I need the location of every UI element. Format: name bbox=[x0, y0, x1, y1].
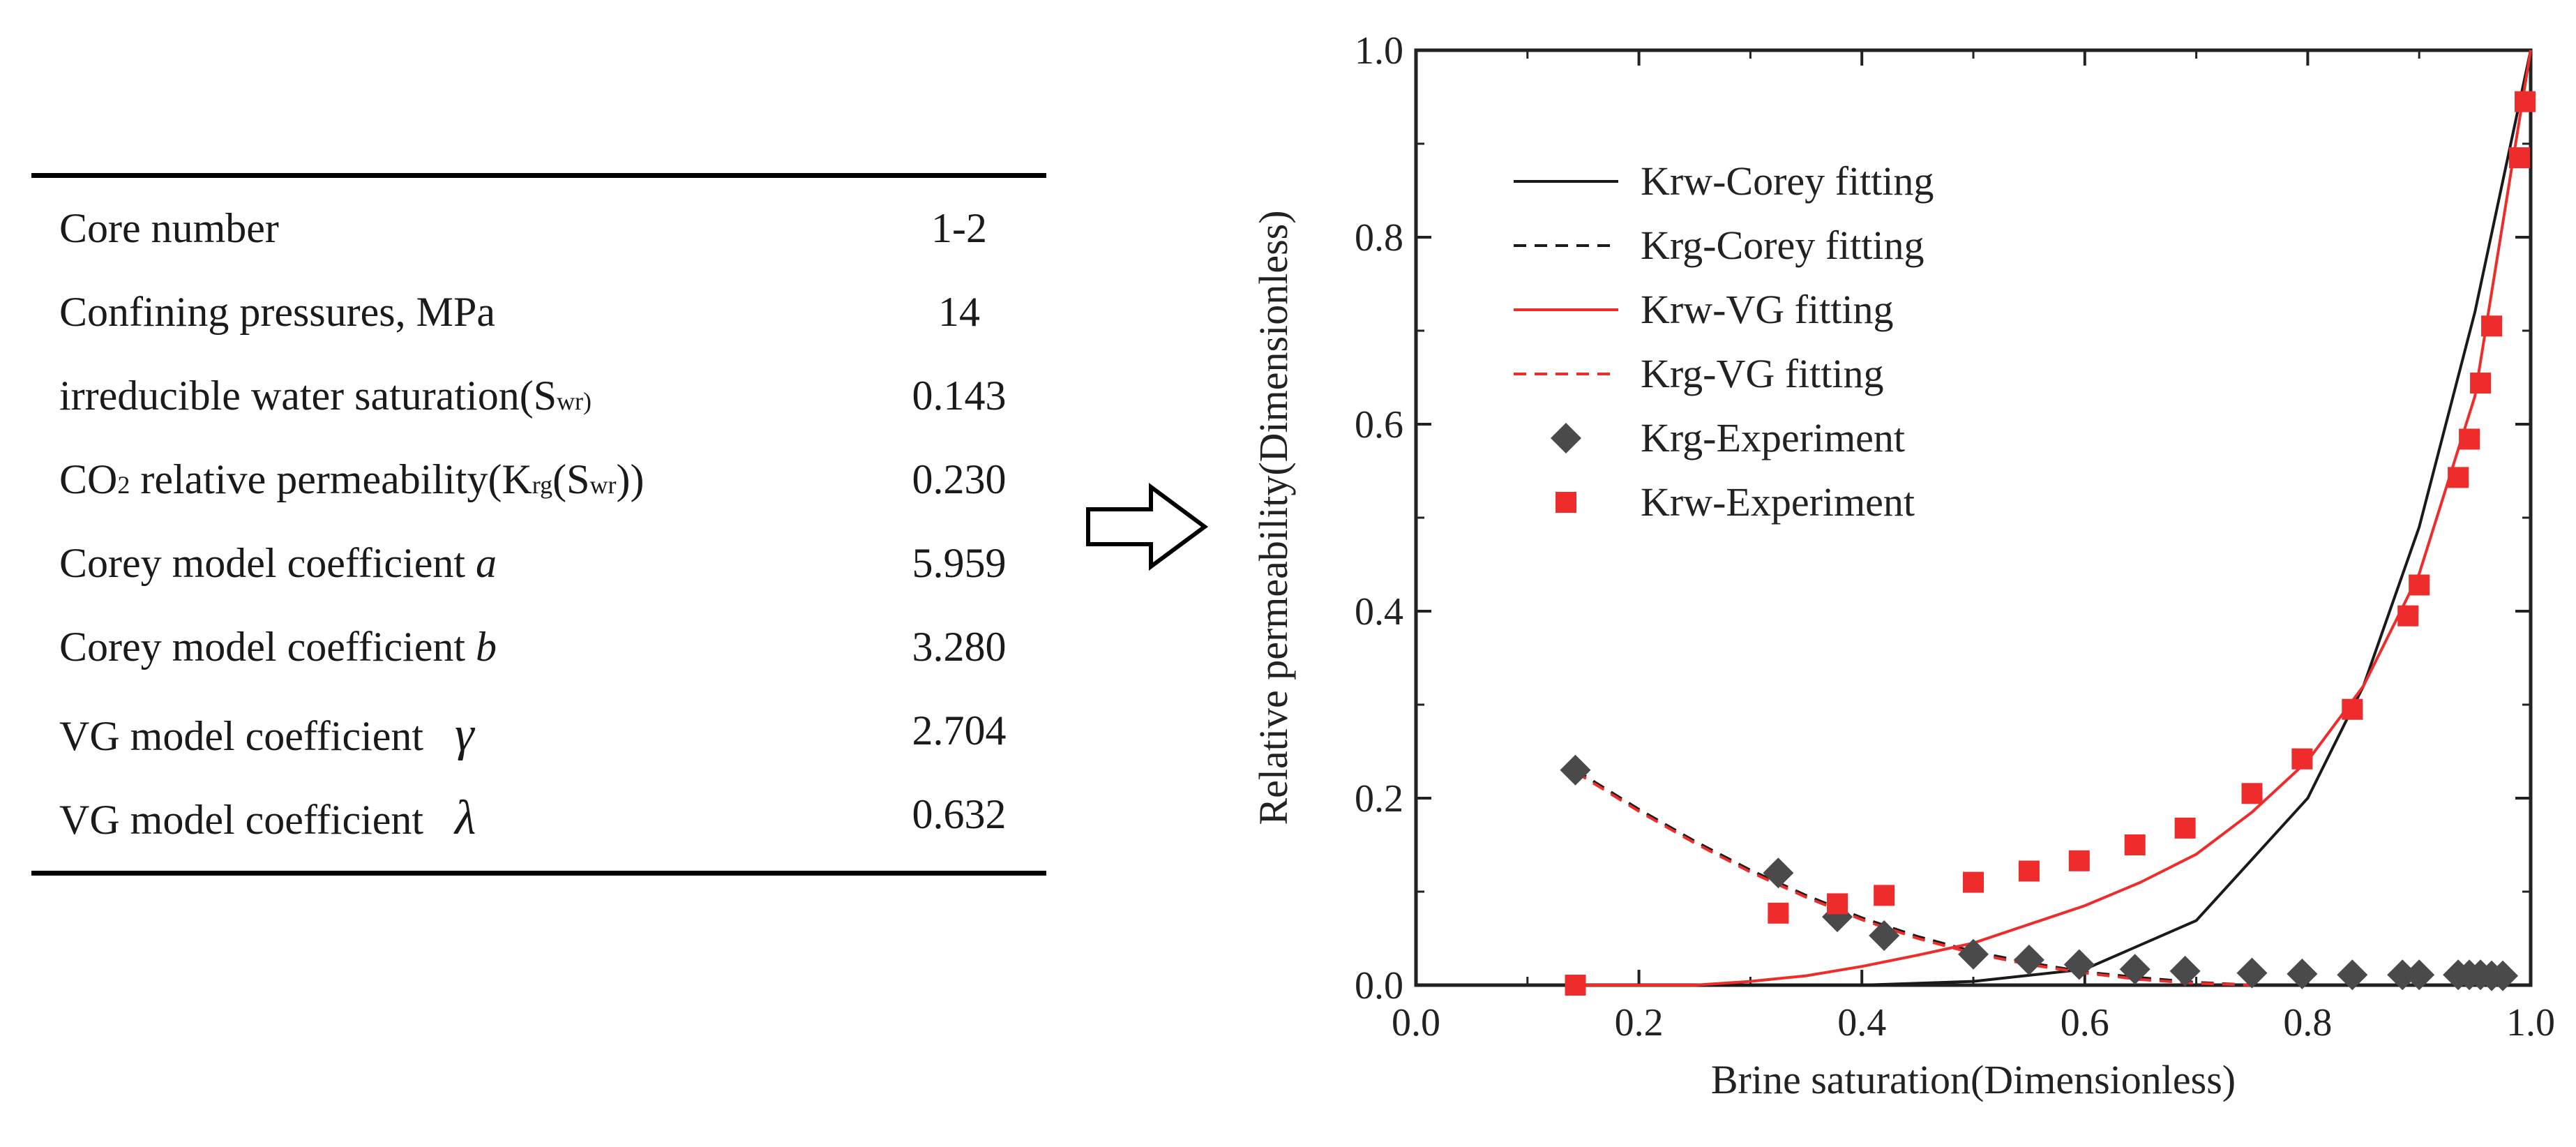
x-tick-label: 0.8 bbox=[2283, 1001, 2332, 1044]
krg-experiment-point bbox=[1958, 938, 1989, 970]
legend-label: Krw-Corey fitting bbox=[1641, 158, 1934, 204]
y-tick-label: 1.0 bbox=[1355, 29, 1403, 73]
krw-experiment-point bbox=[2068, 850, 2090, 871]
row-value: 1-2 bbox=[931, 205, 987, 251]
series-line-krw-corey bbox=[1575, 50, 2532, 987]
krg-experiment-point bbox=[2013, 944, 2044, 975]
krw-experiment-point bbox=[2018, 860, 2040, 882]
krg-experiment-point bbox=[2404, 959, 2435, 991]
y-axis-label: Relative permeability(Dimensionless) bbox=[1251, 210, 1296, 825]
krw-experiment-point bbox=[1963, 871, 1984, 893]
krg-experiment-point bbox=[2063, 949, 2095, 980]
row-label: irreducible water saturation(Swr) bbox=[59, 373, 592, 419]
y-tick-label: 0.8 bbox=[1355, 216, 1403, 260]
x-tick-label: 0.2 bbox=[1615, 1001, 1664, 1044]
legend-label: Krw-VG fitting bbox=[1641, 287, 1893, 332]
row-value: 2.704 bbox=[912, 707, 1007, 754]
table-top-rule bbox=[31, 173, 1046, 178]
x-tick-label: 0.6 bbox=[2061, 1001, 2109, 1044]
table-row: irreducible water saturation(Swr) 0.143 bbox=[59, 372, 1046, 456]
krw-experiment-point bbox=[2397, 605, 2419, 627]
row-value: 0.230 bbox=[912, 456, 1007, 502]
row-value: 3.280 bbox=[912, 624, 1007, 670]
table-row: VG model coefficient γ 2.704 bbox=[59, 707, 1046, 790]
krw-experiment-point bbox=[2124, 834, 2146, 855]
y-tick-label: 0.4 bbox=[1355, 590, 1403, 634]
x-tick-label: 0.4 bbox=[1837, 1001, 1886, 1044]
row-value: 0.143 bbox=[912, 373, 1007, 419]
krw-experiment-point bbox=[1565, 975, 1586, 996]
series-line-krg-vg bbox=[1574, 770, 2252, 987]
row-value: 14 bbox=[938, 289, 980, 335]
row-label: VG model coefficient γ bbox=[59, 707, 474, 761]
row-label: VG model coefficient λ bbox=[59, 791, 476, 845]
plot-frame bbox=[1414, 48, 2533, 987]
krg-experiment-point bbox=[2387, 959, 2418, 991]
table-row: Core number 1-2 bbox=[59, 204, 1046, 288]
krw-experiment-point bbox=[2174, 817, 2196, 839]
legend-label: Krw-Experiment bbox=[1641, 479, 1915, 525]
krw-experiment-point bbox=[2509, 147, 2531, 169]
y-tick-label: 0.0 bbox=[1355, 964, 1403, 1007]
table-bottom-rule bbox=[31, 871, 1046, 876]
x-tick-label: 0.0 bbox=[1392, 1001, 1440, 1044]
row-label: CO2 relative permeability(Krg(Swr)) bbox=[59, 456, 645, 502]
row-label: Confining pressures, MPa bbox=[59, 289, 495, 335]
x-axis-label: Brine saturation(Dimensionless) bbox=[1711, 1057, 2236, 1102]
legend-marker-square bbox=[1556, 492, 1576, 513]
krw-experiment-point bbox=[2342, 698, 2363, 720]
krg-experiment-point bbox=[1763, 857, 1794, 889]
krg-experiment-point bbox=[1869, 920, 1900, 951]
table-row: Confining pressures, MPa 14 bbox=[59, 288, 1046, 372]
krg-experiment-point bbox=[2337, 959, 2368, 991]
row-value: 5.959 bbox=[912, 540, 1007, 586]
y-tick-label: 0.6 bbox=[1355, 403, 1403, 447]
krw-experiment-point bbox=[2515, 91, 2536, 112]
krw-experiment-point bbox=[2459, 428, 2480, 450]
table-row: Corey model coefficient b 3.280 bbox=[59, 623, 1046, 707]
legend-label: Krg-VG fitting bbox=[1641, 351, 1884, 396]
krw-experiment-point bbox=[1768, 902, 1789, 924]
krw-experiment-point bbox=[2481, 315, 2503, 337]
krg-experiment-point bbox=[2119, 954, 2151, 985]
x-tick-label: 1.0 bbox=[2506, 1001, 2555, 1044]
legend-label: Krg-Corey fitting bbox=[1641, 223, 1924, 268]
legend-marker-diamond bbox=[1551, 423, 1581, 453]
krg-experiment-point bbox=[1560, 754, 1591, 786]
right-arrow-icon bbox=[1086, 483, 1209, 571]
row-label: Core number bbox=[59, 205, 279, 251]
relative-permeability-chart: 0.0 0.2 0.4 0.6 0.8 1.0 0.0 0.2 0.4 0.6 0.8 1.0 Brin… bbox=[1251, 29, 2555, 1102]
row-value: 0.632 bbox=[912, 791, 1007, 837]
krw-experiment-point bbox=[2291, 748, 2313, 770]
krw-experiment-point bbox=[1827, 893, 1848, 915]
y-tick-label: 0.2 bbox=[1355, 777, 1403, 820]
krw-experiment-point bbox=[2470, 373, 2492, 394]
krg-experiment-point bbox=[2169, 955, 2201, 987]
row-label: Corey model coefficient b bbox=[59, 624, 497, 670]
krg-experiment-point bbox=[2487, 960, 2519, 991]
table-row: CO2 relative permeability(Krg(Swr)) 0.23… bbox=[59, 456, 1046, 539]
krg-experiment-point bbox=[2287, 958, 2318, 989]
krw-experiment-point bbox=[2241, 783, 2263, 804]
krw-experiment-point bbox=[2409, 574, 2430, 596]
krg-experiment-point bbox=[2236, 957, 2268, 989]
row-label: Corey model coefficient a bbox=[59, 540, 497, 586]
series-line-krw-vg bbox=[1575, 50, 2532, 987]
table-row: VG model coefficient λ 0.632 bbox=[59, 790, 1046, 874]
table-row: Corey model coefficient a 5.959 bbox=[59, 539, 1046, 623]
krw-experiment-point bbox=[1874, 885, 1895, 906]
legend-label: Krg-Experiment bbox=[1641, 415, 1905, 460]
krw-experiment-point bbox=[2448, 467, 2469, 488]
